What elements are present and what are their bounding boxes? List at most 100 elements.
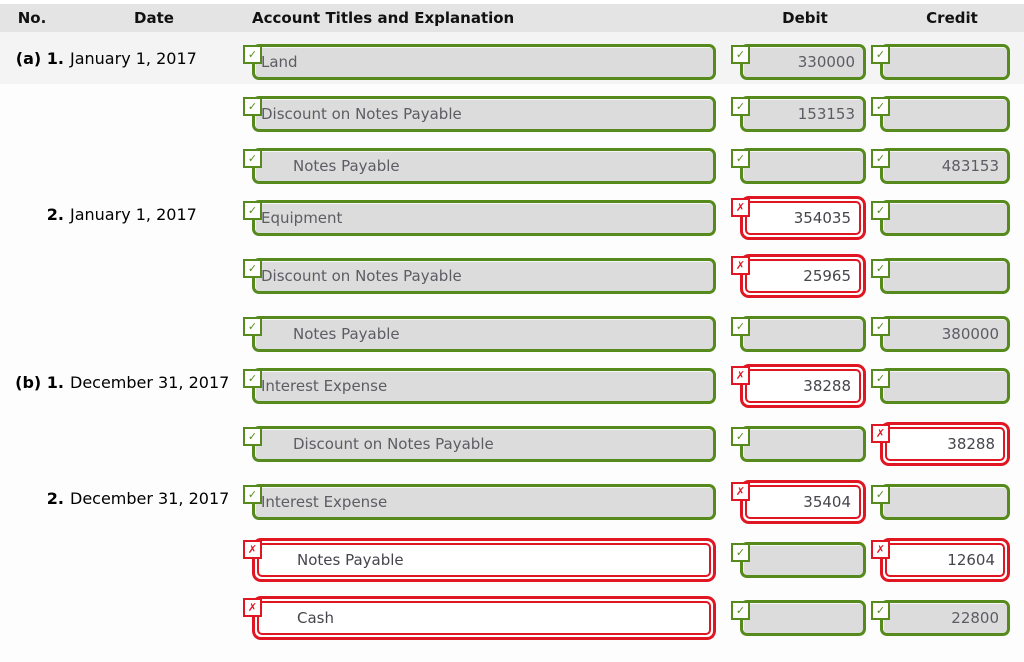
correct-check-icon: ✓ [243, 259, 262, 278]
entry-number: (a) 1. [15, 49, 64, 68]
journal-row: Discount on Notes Payable ✓ ✓ 38288 ✗ [0, 414, 1024, 472]
journal-row: (b) 1. December 31, 2017 Interest Expens… [0, 356, 1024, 414]
journal-row: Discount on Notes Payable ✓ 153153 ✓ ✓ [0, 84, 1024, 136]
correct-check-icon: ✓ [243, 201, 262, 220]
correct-check-icon: ✓ [731, 427, 750, 446]
credit-amount-input[interactable] [880, 200, 1010, 236]
journal-row: Notes Payable ✓ ✓ 380000 ✓ [0, 304, 1024, 356]
header-account: Account Titles and Explanation [252, 9, 515, 27]
credit-amount-input[interactable] [880, 368, 1010, 404]
journal-row: 2. January 1, 2017 Equipment ✓ 354035 ✗ [0, 188, 1024, 246]
correct-check-icon: ✓ [871, 149, 890, 168]
correct-check-icon: ✓ [243, 97, 262, 116]
credit-amount-input[interactable]: 22800 [880, 600, 1010, 636]
credit-amount-input[interactable]: 483153 [880, 148, 1010, 184]
incorrect-x-icon: ✗ [731, 256, 750, 275]
incorrect-x-icon: ✗ [871, 540, 890, 559]
credit-amount-input[interactable]: 38288 [880, 422, 1010, 466]
debit-amount-input[interactable]: 354035 [740, 196, 866, 240]
credit-amount-input[interactable] [880, 258, 1010, 294]
account-title-input[interactable]: Land [252, 44, 716, 80]
incorrect-x-icon: ✗ [243, 540, 262, 559]
entry-number: 2. [46, 489, 64, 508]
debit-amount-input[interactable] [740, 600, 866, 636]
account-title-input[interactable]: Notes Payable [252, 538, 716, 582]
entry-date [64, 304, 244, 356]
incorrect-x-icon: ✗ [871, 424, 890, 443]
entry-date [64, 414, 244, 472]
entry-number [0, 136, 64, 188]
table-header: No. Date Account Titles and Explanation … [0, 4, 1024, 32]
correct-check-icon: ✓ [871, 601, 890, 620]
debit-amount-input[interactable]: 35404 [740, 480, 866, 524]
credit-amount-input[interactable] [880, 484, 1010, 520]
journal-row: Notes Payable ✓ ✓ 483153 ✓ [0, 136, 1024, 188]
header-date: Date [134, 9, 174, 27]
entry-date [64, 530, 244, 588]
entry-date [64, 84, 244, 136]
correct-check-icon: ✓ [731, 317, 750, 336]
correct-check-icon: ✓ [243, 369, 262, 388]
account-title-input[interactable]: Cash [252, 596, 716, 640]
correct-check-icon: ✓ [243, 149, 262, 168]
credit-amount-input[interactable]: 380000 [880, 316, 1010, 352]
entry-date: December 31, 2017 [70, 489, 230, 508]
account-title-input[interactable]: Interest Expense [252, 484, 716, 520]
entry-number [0, 246, 64, 304]
entry-number [0, 304, 64, 356]
incorrect-x-icon: ✗ [731, 482, 750, 501]
debit-amount-input[interactable] [740, 426, 866, 462]
correct-check-icon: ✓ [871, 369, 890, 388]
account-title-input[interactable]: Notes Payable [252, 148, 716, 184]
account-title-input[interactable]: Discount on Notes Payable [252, 96, 716, 132]
correct-check-icon: ✓ [731, 543, 750, 562]
debit-amount-input[interactable]: 38288 [740, 364, 866, 408]
correct-check-icon: ✓ [731, 601, 750, 620]
journal-row: (a) 1. January 1, 2017 Land ✓ 330000 ✓ [0, 32, 1024, 84]
account-title-input[interactable]: Notes Payable [252, 316, 716, 352]
credit-amount-input[interactable] [880, 96, 1010, 132]
debit-amount-input[interactable]: 25965 [740, 254, 866, 298]
entry-number [0, 530, 64, 588]
correct-check-icon: ✓ [243, 317, 262, 336]
entry-number [0, 414, 64, 472]
correct-check-icon: ✓ [871, 97, 890, 116]
incorrect-x-icon: ✗ [243, 598, 262, 617]
entry-date: January 1, 2017 [70, 49, 197, 68]
entry-date: December 31, 2017 [70, 373, 230, 392]
header-credit: Credit [926, 9, 978, 27]
incorrect-x-icon: ✗ [731, 366, 750, 385]
entry-number: (b) 1. [15, 373, 64, 392]
debit-amount-input[interactable] [740, 148, 866, 184]
journal-row: 2. December 31, 2017 Interest Expense ✓ … [0, 472, 1024, 530]
journal-row: Discount on Notes Payable ✓ 25965 ✗ ✓ [0, 246, 1024, 304]
entry-number [0, 84, 64, 136]
correct-check-icon: ✓ [243, 45, 262, 64]
account-title-input[interactable]: Discount on Notes Payable [252, 258, 716, 294]
entry-date: January 1, 2017 [70, 205, 197, 224]
credit-amount-input[interactable]: 12604 [880, 538, 1010, 582]
debit-amount-input[interactable]: 153153 [740, 96, 866, 132]
credit-amount-input[interactable] [880, 44, 1010, 80]
account-title-input[interactable]: Equipment [252, 200, 716, 236]
correct-check-icon: ✓ [731, 97, 750, 116]
debit-amount-input[interactable]: 330000 [740, 44, 866, 80]
correct-check-icon: ✓ [731, 149, 750, 168]
incorrect-x-icon: ✗ [731, 198, 750, 217]
header-no: No. [17, 9, 47, 27]
journal-row: Notes Payable ✗ ✓ 12604 ✗ [0, 530, 1024, 588]
entry-date [64, 588, 244, 646]
correct-check-icon: ✓ [871, 485, 890, 504]
journal-row: Cash ✗ ✓ 22800 ✓ [0, 588, 1024, 646]
correct-check-icon: ✓ [731, 45, 750, 64]
entry-number [0, 588, 64, 646]
account-title-input[interactable]: Discount on Notes Payable [252, 426, 716, 462]
entry-date [64, 246, 244, 304]
correct-check-icon: ✓ [243, 485, 262, 504]
account-title-input[interactable]: Interest Expense [252, 368, 716, 404]
correct-check-icon: ✓ [871, 45, 890, 64]
debit-amount-input[interactable] [740, 542, 866, 578]
journal-rows: (a) 1. January 1, 2017 Land ✓ 330000 ✓ [0, 32, 1024, 646]
correct-check-icon: ✓ [871, 201, 890, 220]
debit-amount-input[interactable] [740, 316, 866, 352]
